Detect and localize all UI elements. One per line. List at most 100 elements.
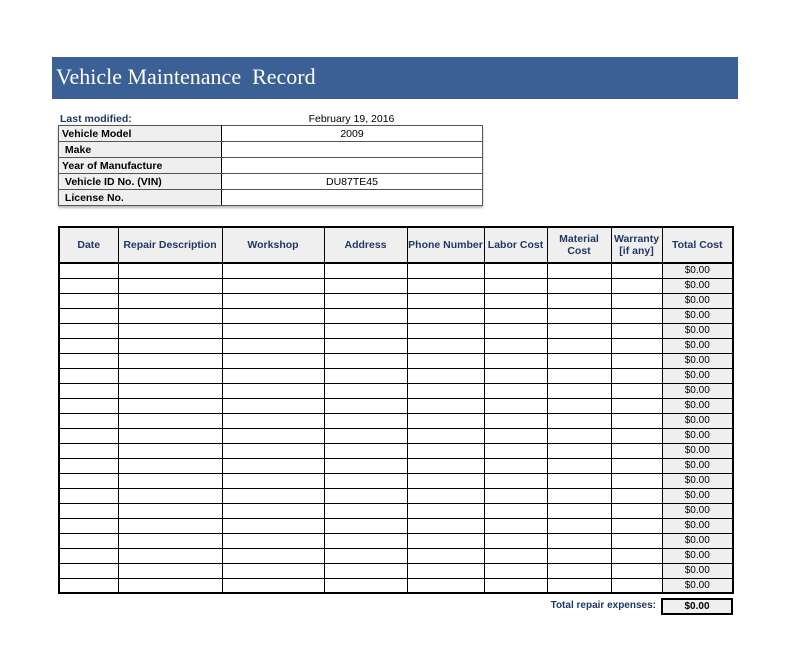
table-cell[interactable] xyxy=(58,322,119,339)
table-cell[interactable] xyxy=(610,412,663,429)
table-cell[interactable] xyxy=(323,532,408,549)
table-cell[interactable] xyxy=(406,412,485,429)
table-cell[interactable] xyxy=(546,502,612,519)
table-cell[interactable] xyxy=(406,322,485,339)
table-cell[interactable] xyxy=(546,322,612,339)
table-cell[interactable] xyxy=(117,277,223,294)
table-cell[interactable] xyxy=(117,532,223,549)
table-cell[interactable] xyxy=(483,457,548,474)
table-cell[interactable] xyxy=(221,487,325,504)
table-cell[interactable] xyxy=(483,352,548,369)
table-cell[interactable] xyxy=(546,517,612,534)
table-cell[interactable] xyxy=(221,562,325,579)
table-cell[interactable] xyxy=(221,262,325,279)
table-cell[interactable] xyxy=(58,442,119,459)
table-cell[interactable] xyxy=(406,367,485,384)
table-cell[interactable] xyxy=(58,577,119,594)
table-cell[interactable] xyxy=(221,322,325,339)
table-cell[interactable] xyxy=(58,277,119,294)
table-cell[interactable] xyxy=(117,412,223,429)
table-cell[interactable] xyxy=(221,382,325,399)
table-cell[interactable] xyxy=(546,457,612,474)
table-cell[interactable] xyxy=(323,412,408,429)
table-cell[interactable] xyxy=(546,532,612,549)
table-cell[interactable] xyxy=(546,397,612,414)
table-cell[interactable] xyxy=(221,547,325,564)
table-cell[interactable] xyxy=(406,382,485,399)
table-cell[interactable] xyxy=(483,427,548,444)
table-cell[interactable] xyxy=(610,277,663,294)
info-value[interactable] xyxy=(221,189,483,206)
table-cell[interactable] xyxy=(323,457,408,474)
table-cell[interactable] xyxy=(483,397,548,414)
info-value[interactable]: 2009 xyxy=(221,125,483,142)
table-cell[interactable] xyxy=(221,472,325,489)
table-cell[interactable] xyxy=(58,352,119,369)
table-cell[interactable] xyxy=(546,472,612,489)
table-cell[interactable] xyxy=(406,277,485,294)
table-cell[interactable] xyxy=(117,517,223,534)
table-cell[interactable] xyxy=(117,352,223,369)
table-cell[interactable] xyxy=(483,292,548,309)
table-cell[interactable] xyxy=(323,277,408,294)
table-cell[interactable] xyxy=(221,577,325,594)
table-cell[interactable] xyxy=(117,577,223,594)
table-cell[interactable] xyxy=(58,562,119,579)
table-cell[interactable] xyxy=(117,292,223,309)
table-cell[interactable] xyxy=(323,397,408,414)
table-cell[interactable] xyxy=(546,577,612,594)
info-value[interactable]: DU87TE45 xyxy=(221,173,483,190)
table-cell[interactable] xyxy=(117,382,223,399)
table-cell[interactable] xyxy=(406,352,485,369)
table-cell[interactable] xyxy=(117,367,223,384)
table-cell[interactable] xyxy=(323,307,408,324)
table-cell[interactable] xyxy=(406,547,485,564)
table-cell[interactable] xyxy=(323,577,408,594)
table-cell[interactable] xyxy=(406,532,485,549)
table-cell[interactable] xyxy=(406,487,485,504)
table-cell[interactable] xyxy=(323,517,408,534)
table-cell[interactable] xyxy=(221,352,325,369)
table-cell[interactable] xyxy=(483,367,548,384)
table-cell[interactable] xyxy=(546,337,612,354)
table-cell[interactable] xyxy=(483,262,548,279)
table-cell[interactable] xyxy=(221,517,325,534)
table-cell[interactable] xyxy=(221,367,325,384)
table-cell[interactable] xyxy=(546,262,612,279)
table-cell[interactable] xyxy=(117,562,223,579)
table-cell[interactable] xyxy=(406,472,485,489)
table-cell[interactable] xyxy=(117,262,223,279)
table-cell[interactable] xyxy=(406,427,485,444)
table-cell[interactable] xyxy=(406,562,485,579)
table-cell[interactable] xyxy=(58,502,119,519)
table-cell[interactable] xyxy=(117,547,223,564)
table-cell[interactable] xyxy=(546,307,612,324)
table-cell[interactable] xyxy=(546,487,612,504)
table-cell[interactable] xyxy=(546,427,612,444)
table-cell[interactable] xyxy=(546,382,612,399)
table-cell[interactable] xyxy=(323,472,408,489)
table-cell[interactable] xyxy=(610,397,663,414)
table-cell[interactable] xyxy=(58,262,119,279)
table-cell[interactable] xyxy=(610,502,663,519)
table-cell[interactable] xyxy=(546,277,612,294)
table-cell[interactable] xyxy=(58,457,119,474)
table-cell[interactable] xyxy=(483,382,548,399)
table-cell[interactable] xyxy=(546,562,612,579)
table-cell[interactable] xyxy=(323,262,408,279)
table-cell[interactable] xyxy=(117,397,223,414)
info-value[interactable] xyxy=(221,157,483,174)
table-cell[interactable] xyxy=(58,547,119,564)
table-cell[interactable] xyxy=(58,307,119,324)
table-cell[interactable] xyxy=(58,472,119,489)
table-cell[interactable] xyxy=(610,352,663,369)
table-cell[interactable] xyxy=(546,292,612,309)
table-cell[interactable] xyxy=(483,517,548,534)
table-cell[interactable] xyxy=(58,532,119,549)
table-cell[interactable] xyxy=(406,397,485,414)
table-cell[interactable] xyxy=(117,322,223,339)
table-cell[interactable] xyxy=(406,292,485,309)
table-cell[interactable] xyxy=(58,427,119,444)
table-cell[interactable] xyxy=(323,352,408,369)
table-cell[interactable] xyxy=(610,532,663,549)
